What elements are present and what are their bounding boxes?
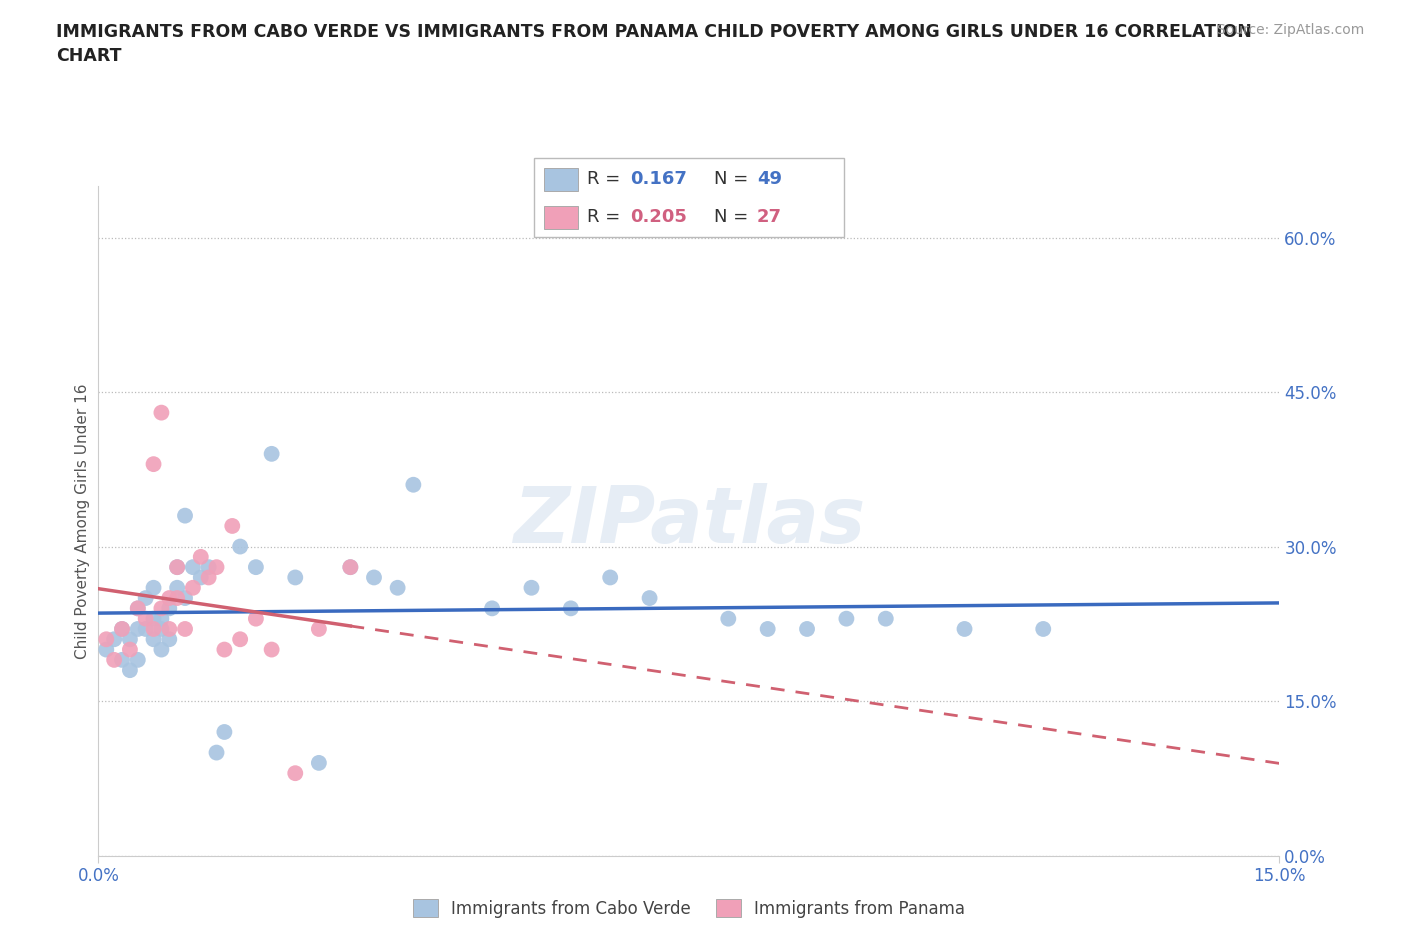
Point xyxy=(103,653,125,668)
Point xyxy=(157,601,180,616)
Point xyxy=(127,653,149,668)
Point xyxy=(638,591,661,605)
Point xyxy=(157,591,180,605)
Point xyxy=(560,601,582,616)
Point xyxy=(111,653,134,668)
Point xyxy=(953,621,976,636)
Text: R =: R = xyxy=(586,170,626,189)
FancyBboxPatch shape xyxy=(534,158,844,237)
Point xyxy=(111,621,134,636)
Text: N =: N = xyxy=(714,170,754,189)
Y-axis label: Child Poverty Among Girls Under 16: Child Poverty Among Girls Under 16 xyxy=(75,383,90,658)
Point xyxy=(245,611,267,626)
Point xyxy=(166,591,188,605)
Point xyxy=(190,550,212,565)
Point xyxy=(150,642,173,657)
Point xyxy=(197,560,219,575)
Point xyxy=(118,631,141,646)
Point xyxy=(135,621,157,636)
Point xyxy=(205,745,228,760)
Text: Source: ZipAtlas.com: Source: ZipAtlas.com xyxy=(1216,23,1364,37)
Point xyxy=(166,560,188,575)
Text: ZIPatlas: ZIPatlas xyxy=(513,483,865,559)
Point xyxy=(181,580,204,595)
Point xyxy=(205,560,228,575)
Point xyxy=(214,642,236,657)
Point xyxy=(118,663,141,678)
Point xyxy=(142,611,165,626)
Point xyxy=(96,642,118,657)
FancyBboxPatch shape xyxy=(544,206,578,230)
Point xyxy=(214,724,236,739)
Point xyxy=(166,560,188,575)
Point xyxy=(835,611,858,626)
Text: 27: 27 xyxy=(756,208,782,226)
Text: 49: 49 xyxy=(756,170,782,189)
Point xyxy=(135,591,157,605)
Point xyxy=(96,631,118,646)
Point xyxy=(111,621,134,636)
Text: R =: R = xyxy=(586,208,626,226)
Point xyxy=(127,601,149,616)
Point xyxy=(142,631,165,646)
Point xyxy=(599,570,621,585)
Point xyxy=(181,560,204,575)
Point xyxy=(103,631,125,646)
Point xyxy=(284,765,307,780)
Point xyxy=(260,446,283,461)
Point xyxy=(221,519,243,534)
Point xyxy=(245,560,267,575)
Point xyxy=(875,611,897,626)
FancyBboxPatch shape xyxy=(544,167,578,192)
Point xyxy=(387,580,409,595)
Point xyxy=(260,642,283,657)
Point xyxy=(308,755,330,770)
Point xyxy=(150,611,173,626)
Point xyxy=(339,560,361,575)
Point xyxy=(402,477,425,492)
Text: 0.167: 0.167 xyxy=(630,170,688,189)
Point xyxy=(174,591,197,605)
Point xyxy=(142,621,165,636)
Point xyxy=(127,601,149,616)
Point xyxy=(190,570,212,585)
Point xyxy=(308,621,330,636)
Point xyxy=(157,631,180,646)
Point xyxy=(150,621,173,636)
Point xyxy=(197,570,219,585)
Point xyxy=(284,570,307,585)
Point xyxy=(229,539,252,554)
Point xyxy=(174,621,197,636)
Point xyxy=(1032,621,1054,636)
Point xyxy=(717,611,740,626)
Point xyxy=(135,611,157,626)
Point xyxy=(127,621,149,636)
Point xyxy=(142,580,165,595)
Point xyxy=(796,621,818,636)
Text: N =: N = xyxy=(714,208,754,226)
Point xyxy=(166,580,188,595)
Point xyxy=(150,601,173,616)
Point xyxy=(520,580,543,595)
Text: 0.205: 0.205 xyxy=(630,208,688,226)
Point xyxy=(157,621,180,636)
Point xyxy=(363,570,385,585)
Point xyxy=(756,621,779,636)
Point xyxy=(481,601,503,616)
Point xyxy=(118,642,141,657)
Legend: Immigrants from Cabo Verde, Immigrants from Panama: Immigrants from Cabo Verde, Immigrants f… xyxy=(406,893,972,924)
Point xyxy=(174,508,197,523)
Point xyxy=(150,405,173,420)
Text: IMMIGRANTS FROM CABO VERDE VS IMMIGRANTS FROM PANAMA CHILD POVERTY AMONG GIRLS U: IMMIGRANTS FROM CABO VERDE VS IMMIGRANTS… xyxy=(56,23,1253,65)
Point xyxy=(229,631,252,646)
Point xyxy=(142,457,165,472)
Point xyxy=(339,560,361,575)
